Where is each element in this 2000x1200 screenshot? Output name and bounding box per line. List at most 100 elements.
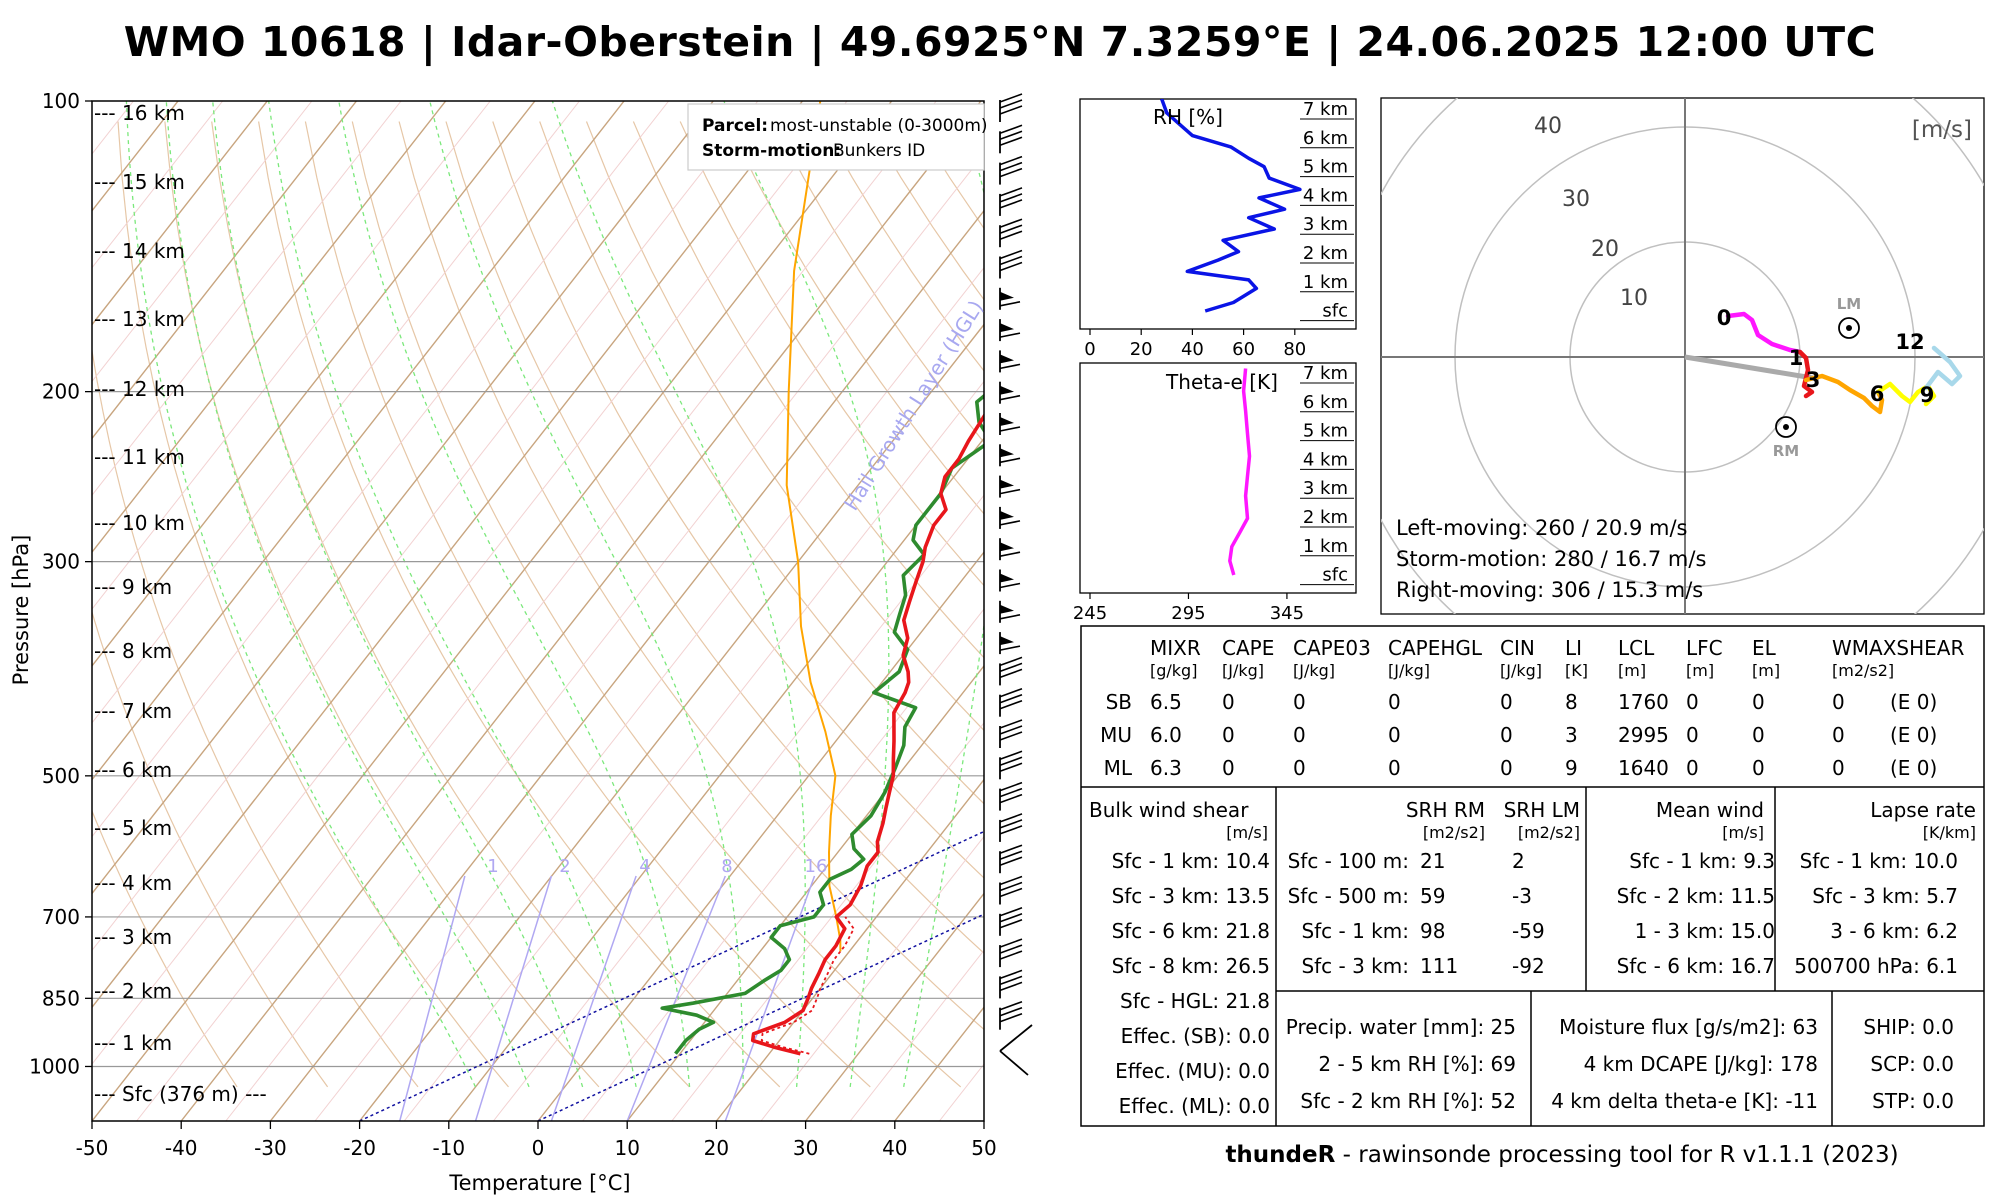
isotherm (626, 664, 984, 1121)
param-unit: [J/kg] (1293, 661, 1335, 680)
x-tick-label: 20 (704, 1136, 729, 1160)
dewpoint-line (660, 393, 984, 1055)
pressure-tick-label: 850 (42, 986, 80, 1010)
dry-adiabat (92, 610, 329, 1088)
srh-rm-value: 59 (1420, 884, 1445, 908)
wind-barb (999, 93, 1023, 122)
param-header: EL (1752, 636, 1777, 660)
wind-barb (999, 569, 1021, 592)
thetae-panel: Theta-e [K] 7 km 6 km 5 km 4 km 3 km 2 km 1 km… (1073, 362, 1357, 624)
isotherm-minor (92, 101, 313, 383)
x-tick-label: -10 (432, 1136, 465, 1160)
dry-adiabat (445, 121, 984, 955)
srh-lm-value: -92 (1512, 954, 1545, 978)
pressure-tick-label: 500 (42, 764, 80, 788)
srh-label: Sfc - 1 km: (1301, 919, 1409, 943)
srh-label: Sfc - 100 m: (1288, 849, 1409, 873)
height-label: --- 10 km (94, 511, 185, 535)
mean-wind-value: Sfc - 1 km: 9.3 (1629, 849, 1775, 873)
hodograph-ring-label: 10 (1620, 286, 1648, 311)
pressure-tick-label: 100 (42, 89, 80, 113)
panel-x-tick: 0 (1084, 339, 1095, 360)
profile-line (1228, 368, 1252, 576)
isotherm-minor (225, 153, 984, 1121)
param-value: 0 (1293, 690, 1306, 714)
dry-adiabat (632, 121, 984, 659)
isotherm-minor (92, 101, 670, 838)
virtual-temperature-line (760, 916, 855, 1055)
moist-adiabat (429, 101, 744, 1087)
panel-x-tick: 60 (1232, 339, 1255, 360)
param-value: 0 (1222, 723, 1235, 747)
isotherm (92, 101, 625, 781)
pressure-tick-label: 200 (42, 380, 80, 404)
param-value: 0 (1500, 756, 1513, 780)
dry-adiabat (258, 121, 781, 1088)
panel-height-label: 1 km (1303, 536, 1348, 557)
wind-barb (999, 249, 1023, 279)
x-axis-label: Temperature [°C] (448, 1171, 630, 1195)
wind-barb (999, 969, 1023, 999)
hail-growth-layer (359, 830, 984, 1121)
mixing-ratio-label: 2 (559, 856, 570, 877)
param-value: 0 (1500, 723, 1513, 747)
height-label: --- 8 km (94, 639, 172, 663)
mixing-ratio-line (724, 875, 816, 1121)
param-value: 0 (1832, 690, 1845, 714)
hodograph-height-mark: 0 (1717, 306, 1732, 330)
isotherm (359, 323, 984, 1121)
wind-barb (999, 844, 1023, 874)
storm-motion-marker-label: LM (1837, 295, 1862, 313)
srh-rm-value: 98 (1420, 919, 1445, 943)
bulk-shear-value: Sfc - 3 km: 13.5 (1112, 884, 1270, 908)
storm-motion-marker (1838, 317, 1860, 339)
param-value: 6.3 (1150, 756, 1182, 780)
flux-value: Moisture flux [g/s/m2]: 63 (1559, 1015, 1818, 1039)
panel-height-label: 6 km (1303, 128, 1348, 149)
dry-adiabat (92, 809, 238, 1088)
hail-layer-boundary (359, 830, 984, 1121)
legend-parcel-key: Parcel: (702, 116, 768, 136)
height-label: --- 7 km (94, 699, 172, 723)
panel-height-label: 1 km (1303, 272, 1348, 293)
x-tick-label: 0 (532, 1136, 545, 1160)
dry-adiabat (164, 121, 600, 1088)
param-row-label: SB (1106, 690, 1132, 714)
wind-barb (999, 506, 1021, 529)
mean-wind-value: 1 - 3 km: 15.0 (1635, 919, 1775, 943)
isotherm (448, 437, 984, 1121)
panel-height-label: 7 km (1303, 99, 1348, 120)
bulk-shear-unit: [m/s] (1226, 823, 1268, 842)
param-value: 0 (1293, 723, 1306, 747)
footer-text: - rawinsonde processing tool for R v1.1.… (1335, 1142, 1899, 1168)
height-label: --- 5 km (94, 816, 172, 840)
height-label: --- Sfc (376 m) --- (94, 1082, 267, 1106)
height-label: --- 11 km (94, 445, 185, 469)
storm-motion-vector (1684, 354, 1820, 382)
panel-x-tick: 40 (1181, 339, 1204, 360)
footer: thundeR - rawinsonde processing tool for… (1082, 1142, 2000, 1168)
panel-x-tick: 295 (1171, 603, 1205, 624)
isotherm-minor (671, 721, 984, 1121)
pressure-tick-label: 300 (42, 550, 80, 574)
lapse-rate-title: Lapse rate (1870, 798, 1976, 822)
hodo-segment-0-1 (1725, 311, 1803, 355)
moisture-value: Precip. water [mm]: 25 (1286, 1015, 1516, 1039)
storm-motion-marker-label: RM (1773, 442, 1799, 460)
wind-barb (999, 750, 1023, 780)
flux-value: 4 km DCAPE [J/kg]: 178 (1584, 1052, 1818, 1076)
panel-height-label: sfc (1322, 301, 1348, 322)
storm-motion-line: Storm-motion: 280 / 16.7 m/s (1396, 547, 1706, 571)
hodograph-ring-label: 20 (1591, 237, 1619, 262)
height-label: --- 15 km (94, 170, 185, 194)
bulk-shear-value: Sfc - 1 km: 10.4 (1112, 849, 1270, 873)
panel-height-label: 6 km (1303, 392, 1348, 413)
srh-lm-value: -3 (1512, 884, 1532, 908)
param-header: CIN (1500, 636, 1535, 660)
mean-wind-title: Mean wind (1656, 798, 1764, 822)
dry-adiabat (539, 121, 984, 805)
dry-adiabat (92, 347, 419, 1088)
dry-adiabat (398, 121, 984, 1031)
skewt-frame (91, 100, 985, 1122)
param-unit: [m2/s2] (1832, 661, 1894, 680)
